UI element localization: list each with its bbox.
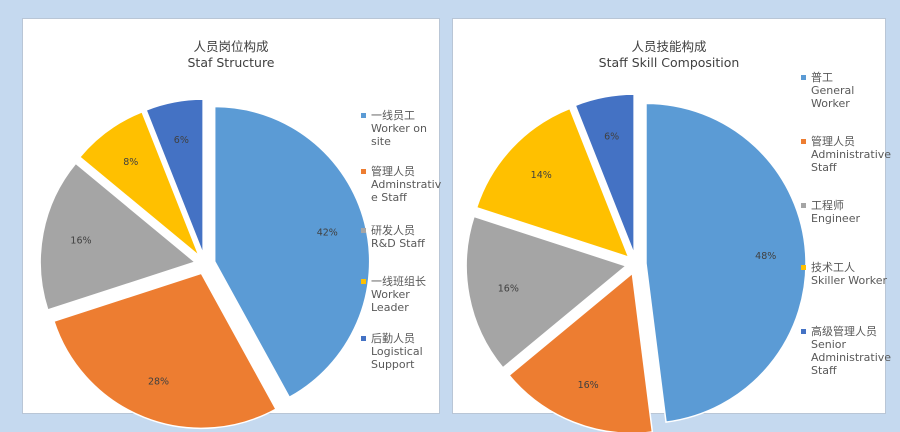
pie-slice xyxy=(465,215,628,369)
slice-data-label: 16% xyxy=(70,235,91,246)
legend-label-line: Administrative xyxy=(811,351,892,364)
slice-data-label: 16% xyxy=(578,380,599,391)
legend-label-line: 技术工人 xyxy=(811,261,855,274)
chart-panel-staff-structure: 人员岗位构成 Staf Structure 42% 28% 16% 8% 6% 一线员工… xyxy=(22,18,441,430)
legend-swatch xyxy=(361,228,366,233)
legend-label: 管理人员 Administrative Staff xyxy=(811,135,891,174)
pie-slice xyxy=(475,107,630,259)
legend-label-line: Skiller Worker xyxy=(811,274,888,287)
legend-item: 一线员工 Worker on site xyxy=(361,109,427,148)
chart-title: 人员技能构成 Staff Skill Composition xyxy=(453,39,885,71)
chart-title-cn: 人员岗位构成 xyxy=(193,39,269,54)
pie-slice xyxy=(39,162,197,311)
pie-slice xyxy=(645,102,807,423)
legend-label-line: Senior xyxy=(811,338,847,351)
slice-data-label: 6% xyxy=(174,135,189,146)
legend-label-line: Logistical xyxy=(371,345,423,358)
legend-label: 一线班组长 Worker Leader xyxy=(371,275,426,314)
legend-swatch xyxy=(361,113,366,118)
legend-item: 管理人员 Adminstrativ e Staff xyxy=(361,165,441,204)
chart-panel-skill-composition: 人员技能构成 Staff Skill Composition 48% 16% 16%… xyxy=(452,18,891,432)
legend-label-line: Adminstrativ xyxy=(371,178,442,191)
chart-title-cn: 人员技能构成 xyxy=(631,39,707,54)
legend-item: 工程师 Engineer xyxy=(801,199,860,225)
chart-title-en: Staff Skill Composition xyxy=(598,55,740,70)
slice-data-label: 16% xyxy=(498,283,519,294)
legend-swatch xyxy=(801,203,806,208)
legend-label-line: 后勤人员 xyxy=(371,332,415,345)
legend-label-line: Staff xyxy=(811,364,837,377)
legend-label-line: Staff xyxy=(811,161,837,174)
pie-slice xyxy=(574,93,635,255)
legend-item: 高级管理人员 Senior Administrative Staff xyxy=(801,325,891,377)
pie-slice xyxy=(52,272,278,430)
legend-label-line: 工程师 xyxy=(811,199,844,212)
legend-label: 一线员工 Worker on site xyxy=(371,109,427,148)
slice-data-label: 28% xyxy=(148,376,169,387)
slice-data-label: 42% xyxy=(317,228,338,239)
pie-chart: 48% 16% 16% 14% 6% xyxy=(465,93,807,432)
legend-label-line: 高级管理人员 xyxy=(811,325,877,338)
legend-swatch xyxy=(361,279,366,284)
pie-chart: 42% 28% 16% 8% 6% xyxy=(39,98,371,430)
pie-slice xyxy=(507,271,654,432)
legend-label-line: 管理人员 xyxy=(811,135,855,148)
legend-item: 管理人员 Administrative Staff xyxy=(801,135,891,174)
legend-swatch xyxy=(361,336,366,341)
legend-item: 一线班组长 Worker Leader xyxy=(361,275,426,314)
legend-label-line: Administrative xyxy=(811,148,892,161)
legend-label-line: R&D Staff xyxy=(371,237,425,250)
legend-item: 技术工人 Skiller Worker xyxy=(801,261,887,287)
legend-label: 工程师 Engineer xyxy=(811,199,860,225)
chart-title: 人员岗位构成 Staf Structure xyxy=(23,39,439,71)
pie-slice xyxy=(213,105,371,399)
legend-label-line: Worker xyxy=(811,97,850,110)
legend-label: 管理人员 Adminstrativ e Staff xyxy=(371,165,441,204)
legend-label: 研发人员 R&D Staff xyxy=(371,224,425,250)
legend-label-line: General xyxy=(811,84,855,97)
legend-label-line: Leader xyxy=(371,301,409,314)
legend-label-line: Engineer xyxy=(811,212,860,225)
legend-label-line: Support xyxy=(371,358,415,371)
legend-item: 研发人员 R&D Staff xyxy=(361,224,425,250)
legend-label-line: 研发人员 xyxy=(371,224,415,237)
legend-swatch xyxy=(801,139,806,144)
legend-label-line: site xyxy=(371,135,391,148)
legend-label-line: 一线员工 xyxy=(371,109,415,122)
legend-swatch xyxy=(361,169,366,174)
legend-label: 后勤人员 Logistical Support xyxy=(371,332,423,371)
legend-label-line: e Staff xyxy=(371,191,407,204)
legend-swatch xyxy=(801,75,806,80)
pie-slice xyxy=(78,110,200,257)
chart-title-en: Staf Structure xyxy=(187,55,275,70)
legend-label-line: Worker on xyxy=(371,122,427,135)
slice-data-label: 48% xyxy=(755,251,776,262)
legend-label: 技术工人 Skiller Worker xyxy=(811,261,887,287)
slice-data-label: 8% xyxy=(123,157,138,168)
slice-data-label: 6% xyxy=(604,131,619,142)
legend-label-line: 一线班组长 xyxy=(371,275,426,288)
legend-label-line: 管理人员 xyxy=(371,165,415,178)
legend-label: 普工 General Worker xyxy=(811,71,854,110)
legend-swatch xyxy=(801,329,806,334)
pie-slice xyxy=(145,98,204,255)
legend-label-line: Worker xyxy=(371,288,410,301)
slice-data-label: 14% xyxy=(531,170,552,181)
legend-label: 高级管理人员 Senior Administrative Staff xyxy=(811,325,891,377)
legend-item: 普工 General Worker xyxy=(801,71,854,110)
legend-label-line: 普工 xyxy=(811,71,833,84)
legend-swatch xyxy=(801,265,806,270)
legend-item: 后勤人员 Logistical Support xyxy=(361,332,423,371)
